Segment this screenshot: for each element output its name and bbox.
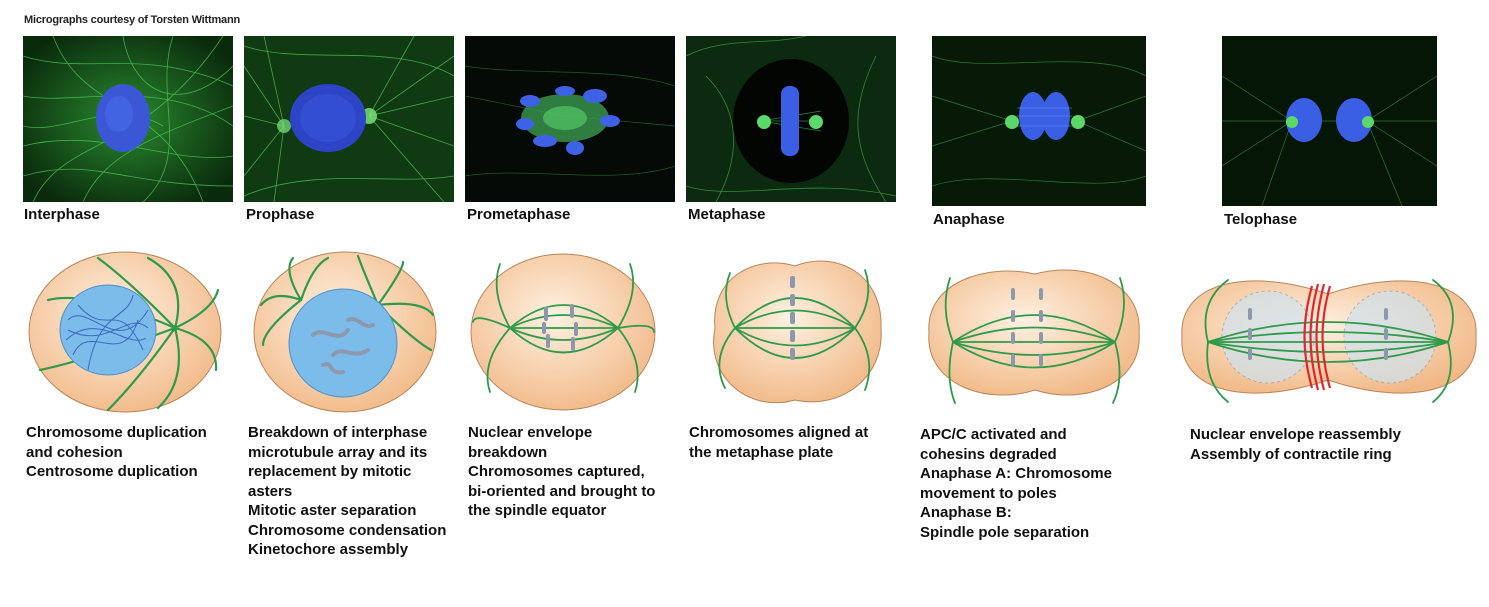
micrograph-credit: Micrographs courtesy of Torsten Wittmann: [24, 14, 240, 26]
description-line: Assembly of contractile ring: [1190, 445, 1392, 463]
description-line: Kinetochore assembly: [248, 541, 409, 558]
description-line: Breakdown of interphase: [248, 424, 428, 441]
description-line: Chromosome duplication: [26, 424, 207, 441]
diagram-telophase: [1178, 262, 1480, 412]
description-prophase: Breakdown of interphase microtubule arra…: [248, 424, 458, 561]
description-line: Chromosome condensation: [248, 521, 447, 539]
micrograph-metaphase: [686, 36, 896, 202]
description-line: Nuclear envelope: [468, 424, 593, 441]
description-line: Mitotic aster separation: [248, 502, 417, 519]
description-prometaphase: Nuclear envelope breakdown Chromosomes c…: [468, 424, 678, 522]
micrograph-interphase: [23, 36, 233, 202]
description-anaphase: APC/C activated and cohesins degraded An…: [920, 426, 1140, 543]
phase-label-metaphase: Metaphase: [688, 206, 766, 223]
description-line: Spindle pole separation: [920, 523, 1090, 541]
description-line: Centrosome duplication: [26, 463, 198, 480]
description-line: asters: [248, 482, 293, 500]
description-line: and cohesion: [26, 443, 123, 461]
diagram-interphase: [28, 250, 222, 414]
diagram-anaphase: [925, 258, 1143, 408]
phase-label-anaphase: Anaphase: [933, 211, 1005, 228]
description-line: the metaphase plate: [689, 443, 834, 461]
description-line: microtubule array and its: [248, 443, 428, 461]
description-line: breakdown: [468, 443, 548, 461]
diagram-metaphase: [705, 248, 885, 412]
phase-label-interphase: Interphase: [24, 206, 100, 223]
description-line: Anaphase B:: [920, 504, 1012, 521]
micrograph-anaphase: [932, 36, 1146, 206]
description-line: Nuclear envelope reassembly: [1190, 426, 1401, 443]
description-line: Chromosomes captured,: [468, 463, 645, 480]
description-line: cohesins degraded: [920, 445, 1057, 463]
description-line: replacement by mitotic: [248, 463, 412, 480]
diagram-prometaphase: [470, 252, 656, 412]
phase-label-prometaphase: Prometaphase: [467, 206, 571, 223]
phase-label-telophase: Telophase: [1224, 211, 1298, 228]
phase-label-prophase: Prophase: [246, 206, 315, 223]
diagram-prophase: [253, 250, 437, 414]
micrograph-prophase: [244, 36, 454, 202]
description-telophase: Nuclear envelope reassembly Assembly of …: [1190, 426, 1450, 465]
description-line: Chromosomes aligned at: [689, 424, 869, 441]
description-line: bi-oriented and brought to: [468, 482, 656, 500]
description-line: the spindle equator: [468, 502, 607, 519]
micrograph-telophase: [1222, 36, 1437, 206]
description-metaphase: Chromosomes aligned at the metaphase pla…: [689, 424, 899, 463]
description-line: movement to poles: [920, 484, 1057, 502]
description-interphase: Chromosome duplication and cohesion Cent…: [26, 424, 226, 483]
description-line: APC/C activated and: [920, 426, 1067, 443]
micrograph-prometaphase: [465, 36, 675, 202]
description-line: Anaphase A: Chromosome: [920, 465, 1112, 482]
